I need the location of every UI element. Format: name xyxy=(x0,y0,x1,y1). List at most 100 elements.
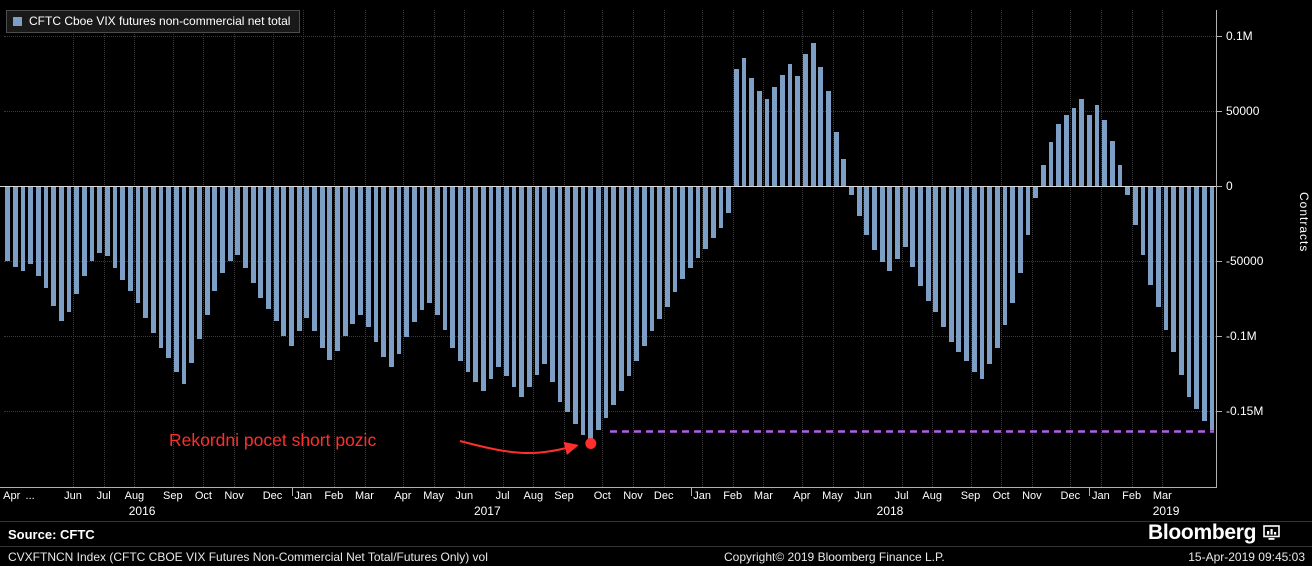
h-gridline xyxy=(4,35,1216,37)
bar xyxy=(128,185,133,291)
v-gridline xyxy=(732,10,734,487)
v-gridline xyxy=(1131,10,1133,487)
y-tick-mark xyxy=(1216,335,1222,337)
v-gridline xyxy=(801,10,803,487)
bar xyxy=(488,185,494,379)
v-gridline xyxy=(633,10,634,487)
x-tick-label: May xyxy=(822,490,843,502)
bar xyxy=(350,185,356,324)
bar xyxy=(994,185,1000,348)
y-tick-mark xyxy=(1216,185,1222,187)
year-label: 2016 xyxy=(128,504,156,518)
bar xyxy=(220,185,225,273)
bar xyxy=(948,185,954,342)
zero-baseline xyxy=(0,185,1216,187)
bar xyxy=(365,185,371,327)
bar xyxy=(757,91,762,186)
bar xyxy=(1025,185,1031,235)
bar xyxy=(795,76,801,186)
bar xyxy=(105,185,110,256)
bar xyxy=(565,185,571,412)
bar xyxy=(480,185,486,391)
v-gridline xyxy=(103,10,105,487)
legend-swatch xyxy=(13,16,22,26)
bar xyxy=(526,185,532,387)
bar xyxy=(97,185,103,253)
v-gridline xyxy=(134,10,136,487)
bar xyxy=(588,185,594,444)
bar xyxy=(82,185,87,276)
bar xyxy=(166,185,172,358)
v-gridline xyxy=(932,10,934,487)
bar xyxy=(304,185,310,318)
bar xyxy=(373,185,379,342)
bar xyxy=(657,185,663,319)
y-tick-label: 50000 xyxy=(1226,103,1260,118)
h-gridline xyxy=(4,410,1216,412)
bar xyxy=(964,185,969,361)
bar xyxy=(388,185,394,367)
v-gridline xyxy=(1001,10,1003,487)
timestamp: 15-Apr-2019 09:45:03 xyxy=(1188,550,1305,564)
bar xyxy=(434,185,440,315)
bar xyxy=(143,185,149,318)
bar xyxy=(28,185,34,264)
x-tick-label: Sep xyxy=(554,490,574,502)
bar xyxy=(120,185,126,280)
x-tick-label: Aug xyxy=(922,490,942,502)
bar xyxy=(20,185,26,271)
bar xyxy=(726,185,732,213)
bar xyxy=(296,185,302,331)
bar xyxy=(197,185,202,339)
v-gridline xyxy=(763,10,765,487)
v-gridline xyxy=(832,10,834,487)
x-tick-label: Feb xyxy=(1122,490,1142,502)
bar xyxy=(1094,104,1100,186)
v-gridline xyxy=(564,10,565,487)
v-gridline xyxy=(1162,10,1164,487)
bar xyxy=(665,185,670,307)
year-label: 2019 xyxy=(1152,504,1180,518)
x-tick-label: Apr xyxy=(394,490,412,502)
bar xyxy=(887,185,893,271)
y-tick-label: -0.1M xyxy=(1226,328,1257,343)
bar xyxy=(1178,185,1184,375)
annotation-text: Rekordni pocet short pozic xyxy=(169,430,377,450)
bar xyxy=(918,185,923,286)
x-tick-label: Feb xyxy=(723,490,743,502)
v-gridline xyxy=(863,10,865,487)
h-gridline xyxy=(4,110,1216,112)
bar xyxy=(204,185,210,315)
bar xyxy=(872,185,877,250)
bar xyxy=(419,185,425,310)
bar xyxy=(5,185,11,261)
v-gridline xyxy=(272,10,274,487)
x-tick-label: Apr xyxy=(793,490,811,502)
bar xyxy=(780,74,785,186)
bar xyxy=(342,185,348,336)
x-tick-label: Nov xyxy=(224,490,244,502)
year-boundary-tick xyxy=(690,487,692,496)
bar xyxy=(803,53,808,186)
v-gridline xyxy=(234,10,236,487)
chart-plot-area[interactable]: 0.1M 50000 0 -50000 -0.1M -0.15M Apr... Jun Jul A… xyxy=(0,0,1312,520)
bar xyxy=(396,185,402,354)
x-tick-label: Aug xyxy=(523,490,544,502)
h-gridline xyxy=(4,335,1216,337)
bar xyxy=(925,185,931,301)
v-gridline xyxy=(602,10,604,487)
y-tick-label: -50000 xyxy=(1226,253,1264,268)
year-label: 2018 xyxy=(876,504,904,518)
bar xyxy=(273,185,279,321)
v-gridline xyxy=(1100,10,1102,487)
legend[interactable]: CFTC Cboe VIX futures non-commercial net… xyxy=(6,10,301,33)
bar xyxy=(411,185,417,322)
x-tick-label: Jun xyxy=(64,490,82,502)
bar xyxy=(1132,185,1138,225)
bar xyxy=(941,185,946,327)
bar xyxy=(1209,185,1215,430)
bar xyxy=(74,185,80,294)
x-tick-label: Aug xyxy=(124,490,145,502)
status-bar: CVXFTNCN Index (CFTC CBOE VIX Futures No… xyxy=(0,548,1312,566)
bar xyxy=(427,185,432,303)
